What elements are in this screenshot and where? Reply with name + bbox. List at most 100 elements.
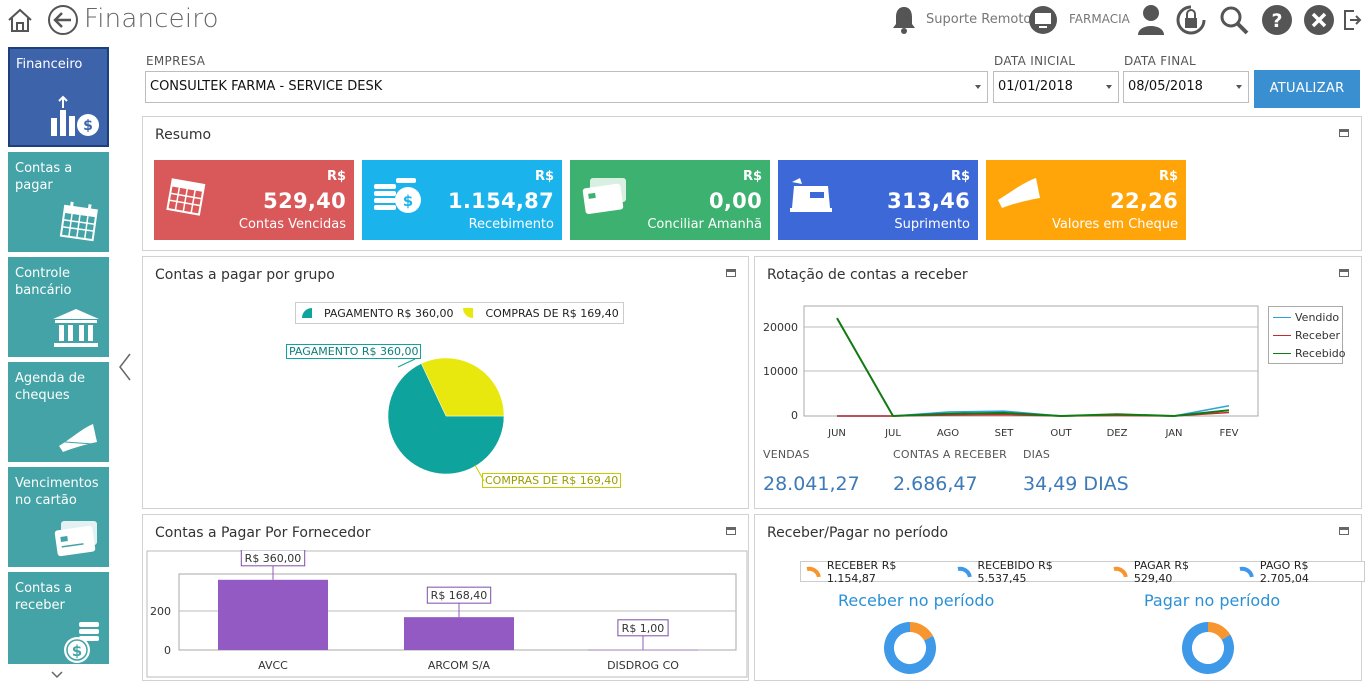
bar[interactable] [588, 649, 698, 651]
bell-icon[interactable] [890, 4, 918, 36]
sidebar-item-agenda-cheques[interactable]: Agenda de cheques [8, 362, 109, 462]
kpi-value: 28.041,27 [763, 473, 860, 495]
y-tick-label: 10000 [763, 365, 798, 378]
x-tick-label: JAN [1164, 428, 1182, 439]
cheque-icon [998, 178, 1040, 208]
y-tick-label: 20000 [763, 321, 798, 334]
sidebar-item-financeiro[interactable]: Financeiro $ [8, 47, 109, 147]
kpi-label: VENDAS [763, 448, 810, 461]
legend-label: RECEBER R$ 1.154,87 [826, 558, 897, 585]
data-label-box [240, 550, 306, 567]
minimize-icon[interactable] [726, 269, 736, 277]
bar[interactable] [218, 579, 328, 650]
credit-card-icon [54, 521, 97, 557]
card-valores-cheque[interactable]: R$ 22,26 Valores em Cheque [986, 160, 1186, 240]
card-currency: R$ [326, 169, 346, 184]
sidebar-item-controle-bancario[interactable]: Controle bancário [8, 257, 109, 357]
home-icon[interactable] [6, 6, 34, 34]
credit-card-icon [582, 178, 626, 214]
data-final-field[interactable]: 08/05/2018 [1123, 71, 1249, 103]
legend-entry: Receber [1273, 329, 1340, 342]
sidebar-item-label: Controle bancário [15, 266, 72, 298]
card-value: 313,46 [887, 189, 970, 213]
minimize-icon[interactable] [1339, 527, 1349, 535]
page-title: Financeiro [84, 4, 219, 34]
minimize-icon[interactable] [1339, 269, 1349, 277]
back-icon[interactable] [47, 4, 79, 36]
legend-label: PAGAR R$ 529,40 [1133, 558, 1189, 585]
sidebar-item-contas-receber[interactable]: Contas a receber $ [8, 572, 109, 664]
data-inicial-field[interactable]: 01/01/2018 [993, 71, 1119, 103]
support-link[interactable]: Suporte Remoto [926, 12, 1032, 27]
top-bar: Financeiro Suporte Remoto FARMACIA ? [0, 0, 1365, 42]
help-icon[interactable]: ? [1261, 4, 1293, 36]
data-inicial-value: 01/01/2018 [998, 79, 1073, 94]
x-tick-label: OUT [1050, 428, 1072, 439]
card-caption: Suprimento [894, 217, 970, 232]
pie-callout: PAGAMENTO R$ 360,00 [286, 344, 422, 359]
minimize-icon[interactable] [1339, 129, 1349, 137]
chart-money-icon: $ [51, 95, 99, 136]
search-icon[interactable] [1218, 4, 1250, 36]
x-tick-label: DISDROG CO [607, 659, 679, 672]
legend-entry: Vendido [1273, 311, 1339, 324]
legend-swatch [1273, 335, 1291, 336]
bar[interactable] [404, 617, 514, 650]
card-contas-vencidas[interactable]: R$ 529,40 Contas Vencidas [154, 160, 354, 240]
y-tick-label: 0 [164, 644, 171, 657]
chevron-down-icon[interactable] [50, 670, 64, 680]
kpi-value: 34,49 DIAS [1023, 473, 1129, 495]
card-currency: R$ [950, 169, 970, 184]
receber-periodo-title: Receber no período [838, 591, 995, 610]
atualizar-button[interactable]: ATUALIZAR [1254, 70, 1360, 108]
card-recebimento[interactable]: $ R$ 1.154,87 Recebimento [362, 160, 562, 240]
receber-donut [884, 622, 936, 674]
x-tick-label: FEV [1220, 428, 1239, 439]
legend-swatch [1239, 566, 1254, 578]
sidebar-item-contas-pagar[interactable]: Contas a pagar [8, 152, 109, 252]
legend-label: Vendido [1295, 311, 1340, 324]
close-icon[interactable] [1303, 4, 1335, 36]
empresa-label: EMPRESA [146, 54, 206, 68]
card-value: 22,26 [1110, 189, 1178, 213]
card-suprimento[interactable]: R$ 313,46 Suprimento [778, 160, 978, 240]
sidebar-item-label: Agenda de cheques [15, 371, 85, 403]
legend-swatch [1113, 566, 1128, 578]
chevron-left-icon[interactable] [117, 352, 133, 382]
coins-icon: $ [374, 178, 421, 213]
logout-icon[interactable] [1342, 8, 1362, 32]
card-caption: Contas Vencidas [238, 217, 346, 232]
legend-label: COMPRAS DE R$ 169,40 [485, 306, 619, 320]
calendar-icon [166, 178, 206, 216]
kpi-value: 2.686,47 [893, 473, 978, 495]
card-conciliar-amanha[interactable]: R$ 0,00 Conciliar Amanhã [570, 160, 770, 240]
calendar-icon [59, 201, 98, 242]
line-legend: Vendido Receber Recebido [1268, 306, 1345, 364]
chevron-down-icon [975, 85, 981, 89]
x-tick-label: JUN [827, 428, 846, 439]
chevron-down-icon [1236, 85, 1242, 89]
pie-slice-pagamento [387, 363, 505, 475]
sidebar-item-vencimentos-cartao[interactable]: Vencimentos no cartão [8, 467, 109, 567]
bank-icon [53, 309, 99, 347]
data-label: R$ 168,40 [431, 589, 488, 602]
card-currency: R$ [1158, 169, 1178, 184]
user-icon[interactable] [1136, 3, 1166, 35]
pie-slice-compras [420, 357, 505, 417]
kpi-label: DIAS [1023, 448, 1051, 461]
panel-title: Contas a Pagar Por Fornecedor [155, 525, 371, 541]
pie-chart [387, 357, 505, 482]
empresa-select[interactable]: CONSULTEK FARMA - SERVICE DESK [145, 71, 988, 103]
sidebar-item-label: Vencimentos no cartão [15, 476, 99, 508]
donut-segment [884, 622, 936, 674]
data-final-value: 08/05/2018 [1128, 79, 1203, 94]
monitor-icon[interactable] [1028, 5, 1058, 35]
x-tick-label: ARCOM S/A [428, 659, 491, 672]
lock-refresh-icon[interactable] [1175, 4, 1207, 36]
card-caption: Conciliar Amanhã [647, 217, 762, 232]
pagar-periodo-title: Pagar no período [1144, 591, 1281, 610]
minimize-icon[interactable] [726, 527, 736, 535]
x-tick-label: DEZ [1107, 428, 1128, 439]
pie-callout: COMPRAS DE R$ 169,40 [482, 473, 622, 488]
card-value: 1.154,87 [447, 189, 554, 213]
